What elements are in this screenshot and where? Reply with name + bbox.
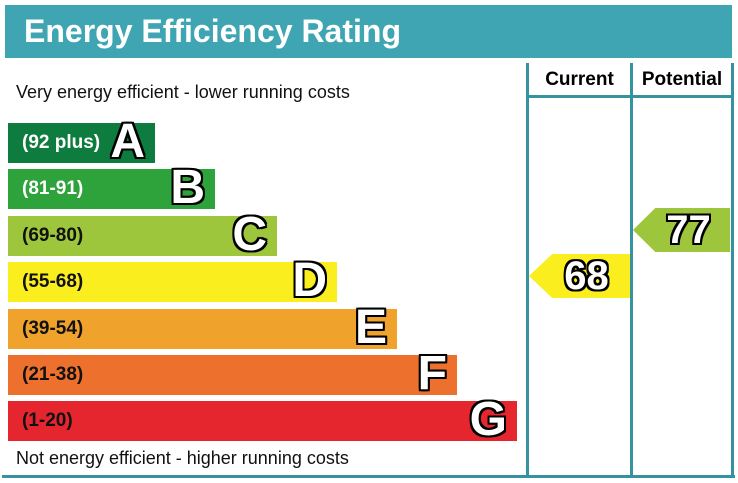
table-border-left-of-potential — [630, 63, 633, 475]
band-bar-G: (1-20) G — [8, 393, 517, 446]
current-column-header: Current — [545, 69, 614, 90]
current-rating-marker: 68 — [529, 254, 630, 298]
band-bar-F: (21-38) F — [8, 347, 457, 400]
table-border-right — [731, 63, 734, 475]
bottom-caption: Not energy efficient - higher running co… — [16, 448, 349, 468]
band-bar-C: (69-80) C — [8, 208, 277, 261]
table-header-divider — [526, 95, 734, 98]
band-range-label: (55-68) — [22, 271, 84, 292]
band-range-label: (39-54) — [22, 318, 84, 339]
band-range-label: (69-80) — [22, 225, 84, 246]
top-caption: Very energy efficient - lower running co… — [16, 82, 350, 102]
band-letter: B — [170, 161, 205, 214]
potential-rating-value: 77 — [666, 208, 711, 252]
band-letter: D — [292, 254, 327, 307]
band-letter: A — [110, 115, 145, 168]
band-letter: E — [354, 301, 387, 354]
band-bar-D: (55-68) D — [8, 254, 337, 307]
band-range-label: (92 plus) — [22, 132, 101, 153]
band-letter: G — [469, 393, 507, 446]
table-border-left-of-current — [526, 63, 529, 475]
potential-column-header: Potential — [641, 69, 723, 90]
band-letter: F — [417, 347, 447, 400]
band-bar-B: (81-91) B — [8, 161, 215, 214]
current-rating-value: 68 — [564, 254, 609, 298]
chart-bottom-border — [2, 475, 735, 478]
band-bar-A: (92 plus) A — [8, 115, 155, 168]
band-range-label: (21-38) — [22, 364, 84, 385]
band-range-label: (81-91) — [22, 178, 84, 199]
band-bar-E: (39-54) E — [8, 301, 397, 354]
band-range-label: (1-20) — [22, 410, 73, 431]
potential-rating-marker: 77 — [633, 208, 730, 252]
band-letter: C — [232, 208, 267, 261]
page-title: Energy Efficiency Rating — [5, 5, 732, 58]
